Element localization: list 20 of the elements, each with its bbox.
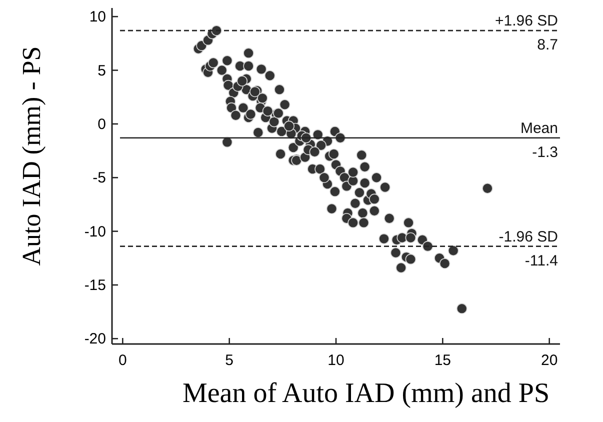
- annotation: -1.3: [532, 144, 558, 161]
- annotation: 8.7: [537, 36, 558, 54]
- ref-line-label: Mean: [520, 120, 558, 137]
- x-axis-title: Mean of Auto IAD (mm) and PS: [182, 378, 550, 409]
- x-tick-label: 10: [328, 352, 344, 369]
- y-tick-label: -20: [84, 330, 106, 348]
- annotation: -11.4: [524, 252, 558, 270]
- x-tick-label: 15: [434, 352, 452, 369]
- y-tick-label: 5: [98, 62, 106, 80]
- y-tick-label: -15: [84, 276, 106, 294]
- x-tick-label: 0: [118, 352, 127, 369]
- y-tick-label: 0: [98, 116, 106, 133]
- x-tick-label: 5: [225, 352, 234, 369]
- y-axis-title: Auto IAD (mm) - PS: [17, 46, 46, 266]
- y-tick-label: -5: [92, 170, 106, 187]
- y-tick-label: 10: [89, 8, 106, 26]
- ref-line-label: +1.96 SD: [495, 12, 558, 30]
- y-tick-label: -10: [84, 223, 106, 240]
- x-tick-label: 20: [540, 352, 558, 369]
- ref-line-label: -1.96 SD: [498, 228, 558, 246]
